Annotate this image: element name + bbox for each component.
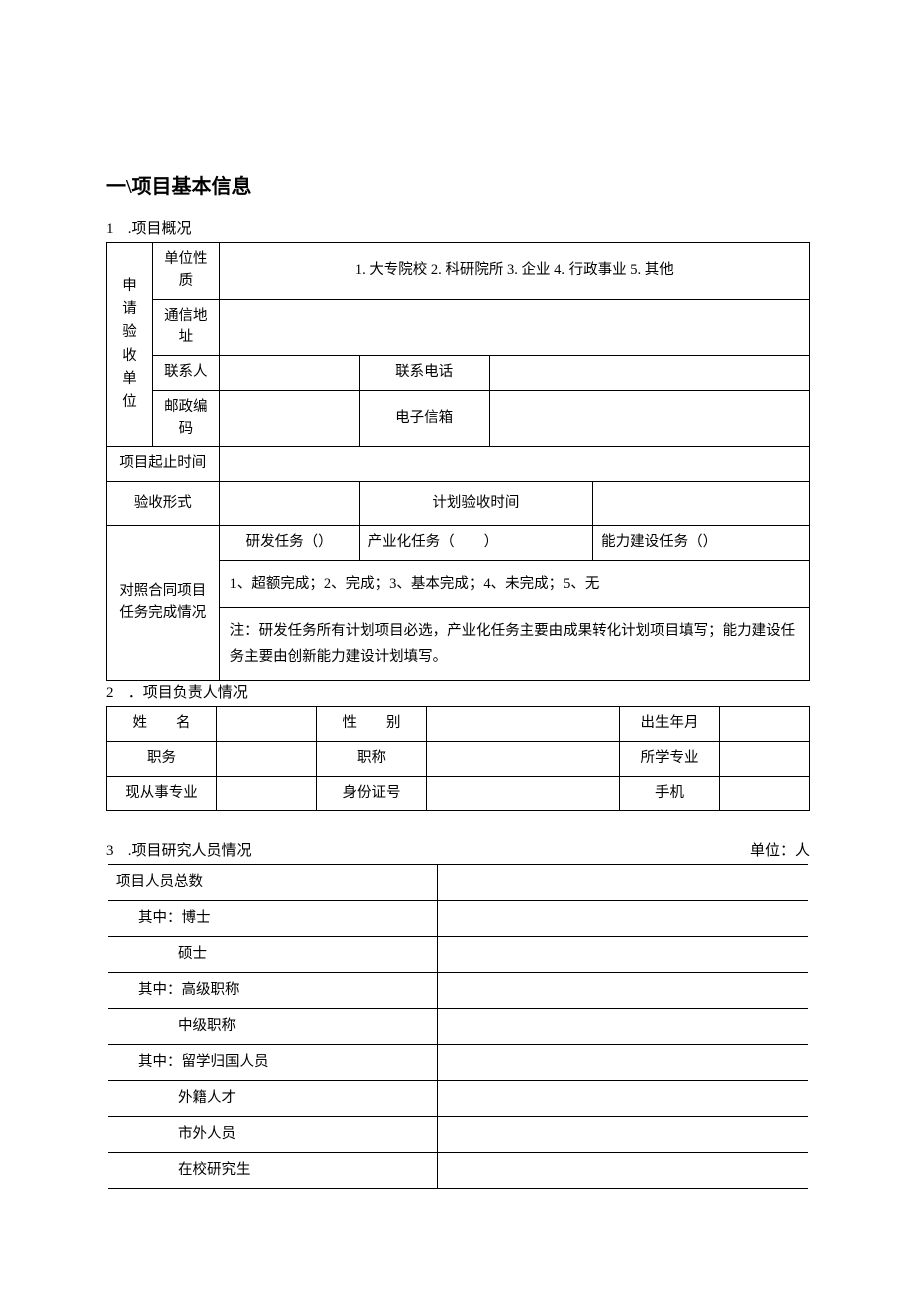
section1-title: .项目概况 <box>128 221 192 237</box>
table-row: 联系人 联系电话 <box>107 356 810 391</box>
project-overview-table: 申请验收单位 单位性质 1. 大专院校 2. 科研院所 3. 企业 4. 行政事… <box>106 242 810 681</box>
label-accept-form: 验收形式 <box>107 482 220 526</box>
value-title[interactable] <box>427 741 620 776</box>
table-row: 项目人员总数 <box>108 865 808 901</box>
value-duration[interactable] <box>219 447 809 482</box>
label-returnee: 其中：留学归国人员 <box>108 1045 437 1081</box>
table-row: 通信地址 <box>107 299 810 356</box>
section3-unit: 单位：人 <box>750 839 810 860</box>
completion-options: 1、超额完成；2、完成；3、基本完成；4、未完成；5、无 <box>219 560 809 607</box>
value-midtitle[interactable] <box>437 1009 808 1045</box>
section3-title: .项目研究人员情况 <box>128 843 252 859</box>
label-plan-time: 计划验收时间 <box>359 482 593 526</box>
unit-group-label: 申请验收单位 <box>107 243 153 447</box>
label-name: 姓 名 <box>107 707 217 742</box>
table-row: 在校研究生 <box>108 1153 808 1189</box>
label-contact: 联系人 <box>153 356 220 391</box>
value-total[interactable] <box>437 865 808 901</box>
label-gender: 性 别 <box>317 707 427 742</box>
value-contact[interactable] <box>219 356 359 391</box>
label-position: 职务 <box>107 741 217 776</box>
label-contract-tasks: 对照合同项目任务完成情况 <box>107 526 220 681</box>
label-gradstudent: 在校研究生 <box>108 1153 437 1189</box>
value-gradstudent[interactable] <box>437 1153 808 1189</box>
personnel-table: 项目人员总数 其中：博士 硕士 其中：高级职称 中级职称 其中：留学归国人员 外… <box>108 864 808 1189</box>
completion-note: 注：研发任务所有计划项目必选，产业化任务主要由成果转化计划项目填写；能力建设任务… <box>219 607 809 680</box>
leader-table: 姓 名 性 别 出生年月 职务 职称 所学专业 现从事专业 身份证号 手机 <box>106 706 810 811</box>
value-major[interactable] <box>720 741 810 776</box>
section2-header: 2 ．项目负责人情况 <box>106 681 810 702</box>
label-ind-task: 产业化任务（ ） <box>359 526 593 561</box>
table-row: 现从事专业 身份证号 手机 <box>107 776 810 811</box>
label-postcode: 邮政编码 <box>153 390 220 447</box>
table-row: 其中：留学归国人员 <box>108 1045 808 1081</box>
label-idno: 身份证号 <box>317 776 427 811</box>
value-master[interactable] <box>437 937 808 973</box>
label-mobile: 手机 <box>620 776 720 811</box>
label-phone: 联系电话 <box>359 356 489 391</box>
table-row: 其中：高级职称 <box>108 973 808 1009</box>
table-row: 中级职称 <box>108 1009 808 1045</box>
table-row: 对照合同项目任务完成情况 研发任务（） 产业化任务（ ） 能力建设任务（） <box>107 526 810 561</box>
page-heading: 一\项目基本信息 <box>106 170 810 199</box>
table-row: 申请验收单位 单位性质 1. 大专院校 2. 科研院所 3. 企业 4. 行政事… <box>107 243 810 300</box>
label-unit-nature: 单位性质 <box>153 243 220 300</box>
value-accept-form[interactable] <box>219 482 359 526</box>
table-row: 邮政编码 电子信箱 <box>107 390 810 447</box>
table-row: 职务 职称 所学专业 <box>107 741 810 776</box>
label-total: 项目人员总数 <box>108 865 437 901</box>
section2-title: ．项目负责人情况 <box>128 685 248 701</box>
value-current[interactable] <box>217 776 317 811</box>
label-current: 现从事专业 <box>107 776 217 811</box>
section3-num: 3 <box>106 843 124 860</box>
label-email: 电子信箱 <box>359 390 489 447</box>
label-master: 硕士 <box>108 937 437 973</box>
table-row: 验收形式 计划验收时间 <box>107 482 810 526</box>
table-row: 市外人员 <box>108 1117 808 1153</box>
table-row: 姓 名 性 别 出生年月 <box>107 707 810 742</box>
table-row: 外籍人才 <box>108 1081 808 1117</box>
value-returnee[interactable] <box>437 1045 808 1081</box>
value-idno[interactable] <box>427 776 620 811</box>
value-mobile[interactable] <box>720 776 810 811</box>
value-birth[interactable] <box>720 707 810 742</box>
value-senior[interactable] <box>437 973 808 1009</box>
value-unit-nature: 1. 大专院校 2. 科研院所 3. 企业 4. 行政事业 5. 其他 <box>219 243 809 300</box>
value-postcode[interactable] <box>219 390 359 447</box>
label-rd-task: 研发任务（） <box>219 526 359 561</box>
value-email[interactable] <box>489 390 809 447</box>
table-row: 硕士 <box>108 937 808 973</box>
section3-header: 3 .项目研究人员情况 单位：人 <box>106 839 810 860</box>
value-position[interactable] <box>217 741 317 776</box>
value-gender[interactable] <box>427 707 620 742</box>
value-phone[interactable] <box>489 356 809 391</box>
section2-num: 2 <box>106 685 124 702</box>
label-title: 职称 <box>317 741 427 776</box>
value-foreign[interactable] <box>437 1081 808 1117</box>
label-phd: 其中：博士 <box>108 901 437 937</box>
value-phd[interactable] <box>437 901 808 937</box>
label-address: 通信地址 <box>153 299 220 356</box>
label-senior: 其中：高级职称 <box>108 973 437 1009</box>
value-outcity[interactable] <box>437 1117 808 1153</box>
label-duration: 项目起止时间 <box>107 447 220 482</box>
label-birth: 出生年月 <box>620 707 720 742</box>
section1-num: 1 <box>106 221 124 238</box>
label-cap-task: 能力建设任务（） <box>593 526 810 561</box>
value-plan-time[interactable] <box>593 482 810 526</box>
label-midtitle: 中级职称 <box>108 1009 437 1045</box>
table-row: 项目起止时间 <box>107 447 810 482</box>
value-name[interactable] <box>217 707 317 742</box>
value-address[interactable] <box>219 299 809 356</box>
table-row: 其中：博士 <box>108 901 808 937</box>
label-outcity: 市外人员 <box>108 1117 437 1153</box>
label-foreign: 外籍人才 <box>108 1081 437 1117</box>
label-major: 所学专业 <box>620 741 720 776</box>
section1-header: 1 .项目概况 <box>106 217 810 238</box>
